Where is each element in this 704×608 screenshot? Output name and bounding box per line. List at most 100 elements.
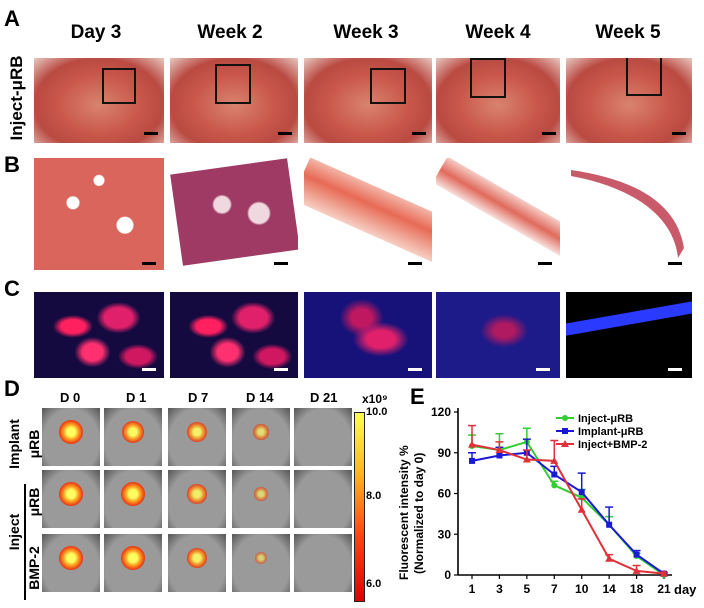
zoom-box xyxy=(215,64,251,104)
fluorescence-spot xyxy=(187,422,207,442)
mouse-image xyxy=(42,534,100,592)
inject-label: Inject xyxy=(6,513,22,551)
zoom-week4 xyxy=(436,158,560,270)
y-tick-label: 30 xyxy=(438,527,452,541)
mouse-image xyxy=(232,534,290,592)
fluorescent-layer xyxy=(566,299,692,337)
mouse-image xyxy=(104,470,162,528)
mouse-image xyxy=(294,408,352,466)
data-point xyxy=(468,440,476,448)
series-line xyxy=(471,443,665,575)
scale-bar xyxy=(408,368,422,371)
mouse-image xyxy=(232,470,290,528)
fluorescence-spot xyxy=(59,482,83,506)
data-point xyxy=(522,455,531,463)
implant-label: Implant xyxy=(6,419,22,469)
histology-week4 xyxy=(436,58,560,143)
mouse-image xyxy=(168,534,226,592)
series-Implant-μRB xyxy=(468,438,668,577)
x-tick-label: 7 xyxy=(551,582,558,596)
y-tick-label: 60 xyxy=(438,487,452,501)
fluorescence-spot xyxy=(187,484,207,504)
col-d0: D 0 xyxy=(60,390,81,405)
legend-marker xyxy=(561,440,569,447)
y-axis-label-line1: Fluorescent intensity % xyxy=(397,445,411,580)
mouse-image xyxy=(232,408,290,466)
histology-day3 xyxy=(34,58,164,143)
zoom-box xyxy=(470,58,506,98)
colorbar-tick-6: 6.0 xyxy=(366,578,382,590)
fluorescence-spot xyxy=(121,420,145,444)
col-d7: D 7 xyxy=(188,390,209,405)
x-tick-label: 5 xyxy=(524,582,531,596)
fluorescence-week2 xyxy=(170,292,298,378)
mouse-image xyxy=(42,470,100,528)
x-axis-label: day xyxy=(674,582,697,597)
data-point xyxy=(550,456,559,464)
fluorescence-week5 xyxy=(566,292,692,378)
scale-bar xyxy=(408,262,422,265)
col-d1: D 1 xyxy=(126,390,147,405)
panel-letter-a: A xyxy=(4,6,20,31)
scale-bar xyxy=(278,132,292,135)
legend-marker xyxy=(562,428,568,434)
x-tick-label: 14 xyxy=(602,582,616,596)
data-point xyxy=(495,446,504,454)
scale-bar xyxy=(668,262,682,265)
fluorescence-chart: Fluorescent intensity % (Normalized to d… xyxy=(397,405,697,597)
scale-bar xyxy=(274,262,288,265)
data-point xyxy=(578,489,585,496)
zoom-box xyxy=(370,68,406,104)
fluorescence-spot xyxy=(254,487,268,501)
y-axis-label-line2: (Normalized to day 0) xyxy=(412,453,426,574)
histology-week5 xyxy=(566,58,692,143)
scale-bar xyxy=(538,262,552,265)
scale-bar xyxy=(144,132,158,135)
x-tick-label: 3 xyxy=(496,582,503,596)
panel-a-col-5: Week 5 xyxy=(595,22,661,43)
zoom-box xyxy=(626,58,662,96)
intensity-colorbar xyxy=(354,412,365,602)
fluorescence-week3 xyxy=(304,292,432,378)
colorbar-tick-8: 8.0 xyxy=(366,490,382,502)
fluorescence-day3 xyxy=(34,292,164,378)
mouse-image xyxy=(294,534,352,592)
mouse-image xyxy=(104,534,162,592)
col-d21: D 21 xyxy=(310,390,338,405)
fluorescence-week4 xyxy=(436,292,560,378)
x-tick-label: 21 xyxy=(657,582,671,596)
legend-label: Inject-μRB xyxy=(578,413,633,425)
panel-letter-d: D xyxy=(4,376,20,401)
data-point xyxy=(606,521,613,528)
panel-a-col-4: Week 4 xyxy=(465,22,531,43)
scale-bar xyxy=(668,368,682,371)
data-point xyxy=(577,505,586,513)
data-point xyxy=(660,569,668,577)
fluorescence-spot xyxy=(255,552,267,564)
implant-urb-label: μRB xyxy=(26,429,42,459)
scale-bar xyxy=(274,368,288,371)
zoom-day3 xyxy=(34,158,164,270)
mouse-image xyxy=(168,408,226,466)
mouse-image xyxy=(294,470,352,528)
group-bracket xyxy=(24,484,26,600)
x-tick-label: 1 xyxy=(469,582,476,596)
data-point xyxy=(605,554,614,562)
scale-bar xyxy=(536,368,550,371)
legend-label: Inject+BMP-2 xyxy=(578,439,647,451)
data-point xyxy=(632,566,641,574)
fluorescence-spot xyxy=(253,424,269,440)
thin-tissue-layer xyxy=(571,170,684,258)
mouse-image xyxy=(42,408,100,466)
data-point xyxy=(469,457,475,464)
y-tick-label: 0 xyxy=(444,568,451,582)
fluorescence-spot xyxy=(59,420,83,444)
panel-a-col-1: Day 3 xyxy=(70,22,122,43)
y-tick-label: 90 xyxy=(438,446,452,460)
data-point xyxy=(496,452,503,459)
histology-week3 xyxy=(304,58,432,143)
zoom-box xyxy=(102,68,136,104)
data-point xyxy=(551,471,558,478)
scale-bar xyxy=(412,132,426,135)
fluorescence-spot xyxy=(186,547,208,569)
